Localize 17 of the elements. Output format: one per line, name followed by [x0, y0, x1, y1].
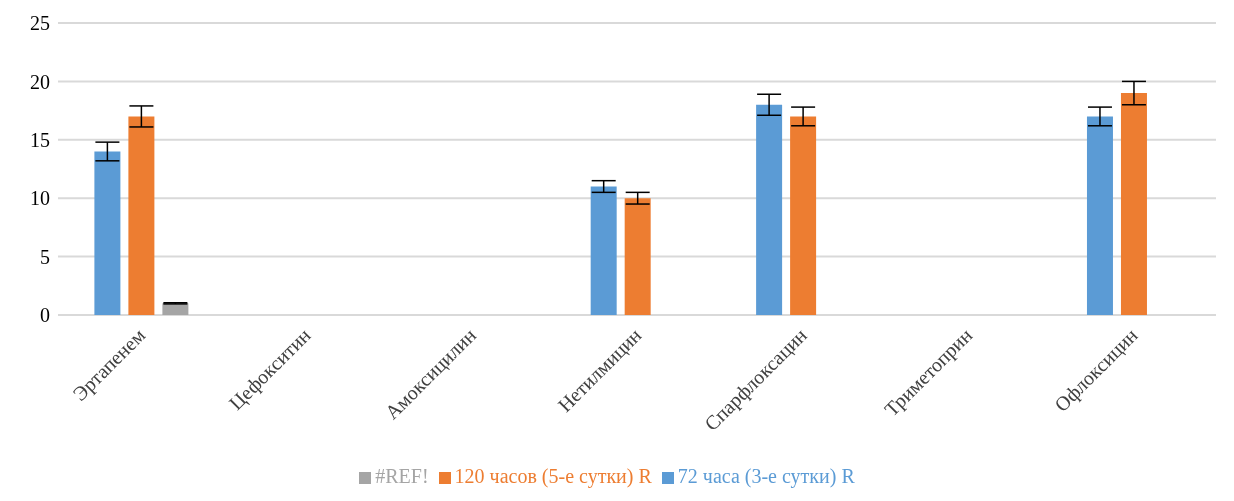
- y-tick-label: 20: [30, 70, 50, 93]
- bar: [94, 151, 121, 315]
- y-tick-label: 10: [30, 187, 50, 210]
- bar: [756, 104, 783, 315]
- legend-label: 120 часов (5-е сутки) R: [454, 465, 652, 487]
- y-tick-label: 15: [30, 128, 50, 151]
- bar: [590, 186, 617, 315]
- bar: [1086, 116, 1113, 315]
- y-tick-label: 0: [40, 304, 50, 327]
- bar: [790, 116, 817, 315]
- legend-label: 72 часа (3-е сутки) R: [677, 465, 855, 487]
- y-tick-label: 5: [40, 245, 50, 268]
- bar: [128, 116, 155, 315]
- y-tick-label: 25: [30, 12, 50, 35]
- bar: [1120, 93, 1147, 315]
- bar: [624, 198, 651, 315]
- legend-label: #REF!: [375, 465, 429, 487]
